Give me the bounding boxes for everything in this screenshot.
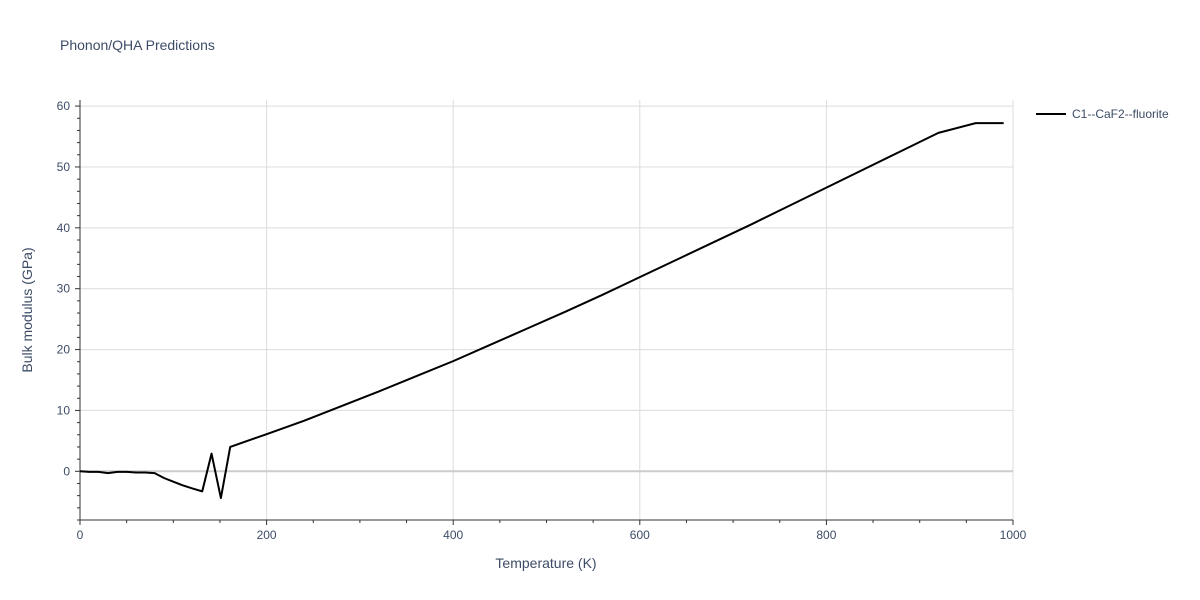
chart-title: Phonon/QHA Predictions [60,37,215,53]
legend-label: C1--CaF2--fluorite [1072,107,1169,121]
y-tick-label: 0 [63,464,70,478]
x-tick-label: 1000 [1000,528,1027,542]
y-tick-label: 40 [57,221,71,235]
y-tick-label: 60 [57,99,71,113]
gridlines [80,100,1014,520]
axes [75,100,1014,525]
x-tick-label: 600 [630,528,650,542]
x-tick-label: 0 [77,528,84,542]
y-tick-label: 30 [57,282,71,296]
y-tick-label: 10 [57,403,71,417]
legend[interactable]: C1--CaF2--fluorite [1036,107,1169,121]
tick-labels: 0 200 400 600 800 1000 0 10 20 30 40 50 60 [57,99,1027,542]
x-axis-label: Temperature (K) [495,555,596,571]
y-axis-label: Bulk modulus (GPa) [19,247,35,372]
x-tick-label: 800 [816,528,836,542]
y-tick-label: 50 [57,160,71,174]
series-line[interactable] [79,122,1004,500]
x-tick-label: 200 [257,528,277,542]
x-tick-label: 400 [443,528,463,542]
y-tick-label: 20 [57,343,71,357]
series-layer [79,122,1004,500]
